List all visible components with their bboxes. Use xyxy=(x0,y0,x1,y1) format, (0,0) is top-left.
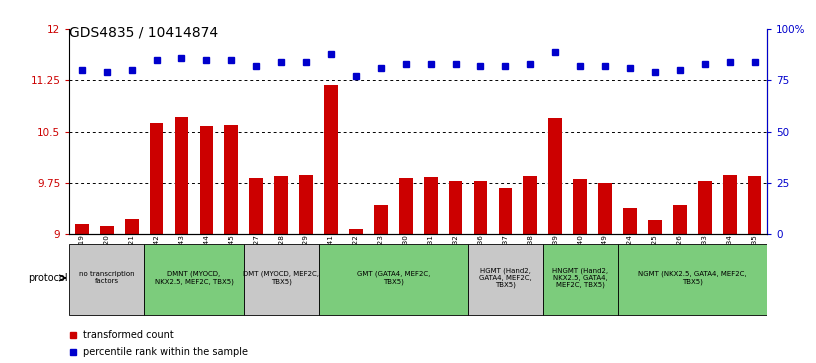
Bar xyxy=(250,178,263,234)
Bar xyxy=(618,244,767,315)
Text: HNGMT (Hand2,
NKX2.5, GATA4,
MEF2C, TBX5): HNGMT (Hand2, NKX2.5, GATA4, MEF2C, TBX5… xyxy=(552,268,608,289)
Bar xyxy=(274,176,288,234)
Bar xyxy=(598,183,612,234)
Bar xyxy=(69,244,144,315)
Bar xyxy=(747,176,761,234)
Bar xyxy=(524,176,537,234)
Bar xyxy=(543,244,618,315)
Bar xyxy=(374,205,388,234)
Bar xyxy=(318,244,468,315)
Bar xyxy=(224,125,238,234)
Bar xyxy=(673,205,687,234)
Bar xyxy=(723,175,737,234)
Text: GMT (GATA4, MEF2C,
TBX5): GMT (GATA4, MEF2C, TBX5) xyxy=(357,271,430,285)
Bar xyxy=(499,188,512,234)
Bar xyxy=(399,178,413,234)
Bar xyxy=(100,226,113,234)
Bar xyxy=(468,244,543,315)
Bar xyxy=(698,181,712,234)
Bar xyxy=(244,244,318,315)
Text: protocol: protocol xyxy=(29,273,68,283)
Text: no transcription
factors: no transcription factors xyxy=(79,272,135,285)
Text: GDS4835 / 10414874: GDS4835 / 10414874 xyxy=(69,25,219,40)
Bar xyxy=(324,85,338,234)
Bar xyxy=(548,118,562,234)
Bar xyxy=(149,123,163,234)
Bar xyxy=(125,219,139,234)
Bar xyxy=(200,126,213,234)
Bar xyxy=(349,229,363,234)
Text: DMNT (MYOCD,
NKX2.5, MEF2C, TBX5): DMNT (MYOCD, NKX2.5, MEF2C, TBX5) xyxy=(154,271,233,285)
Bar xyxy=(449,181,463,234)
Bar xyxy=(424,178,437,234)
Bar xyxy=(473,181,487,234)
Text: NGMT (NKX2.5, GATA4, MEF2C,
TBX5): NGMT (NKX2.5, GATA4, MEF2C, TBX5) xyxy=(638,271,747,285)
Text: percentile rank within the sample: percentile rank within the sample xyxy=(83,347,248,357)
Bar xyxy=(75,224,89,234)
Bar xyxy=(175,117,188,234)
Bar xyxy=(623,208,636,234)
Bar xyxy=(299,175,313,234)
Text: transformed count: transformed count xyxy=(83,330,174,340)
Bar xyxy=(574,179,587,234)
Bar xyxy=(648,220,662,234)
Text: HGMT (Hand2,
GATA4, MEF2C,
TBX5): HGMT (Hand2, GATA4, MEF2C, TBX5) xyxy=(479,268,532,289)
Bar xyxy=(144,244,244,315)
Text: DMT (MYOCD, MEF2C,
TBX5): DMT (MYOCD, MEF2C, TBX5) xyxy=(243,271,319,285)
